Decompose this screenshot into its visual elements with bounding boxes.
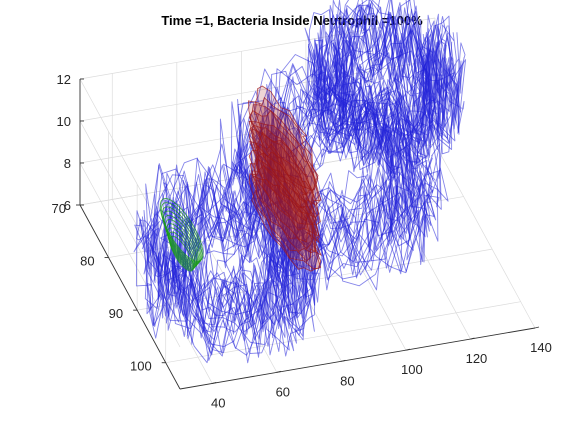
x-tick-label: 100 [401,362,423,377]
axes-ticks: 40 60 80 100 120 140 70 80 90 100 6 8 10 12 [52,72,552,410]
x-tick [405,348,411,351]
neutrophil-mesh-line [238,76,434,280]
nucleus-surface [159,197,204,263]
y-tick-label: 70 [52,201,66,216]
neutrophil-mesh-line [133,152,324,364]
y-axis-line [79,204,181,390]
x-tick [470,337,475,340]
nucleus-surface [161,206,202,265]
bacteria-surface [253,152,320,254]
neutrophil-mesh-line [164,186,295,342]
neutrophil-mesh-line [143,143,323,357]
z-tick-label: 6 [64,198,71,213]
axes-box [79,79,536,390]
x-tick-label: 40 [211,395,225,410]
x-tick-label: 120 [466,351,488,366]
y-tick-label: 90 [109,306,123,321]
x-tick-label: 60 [276,384,290,399]
x-tick [276,370,281,373]
bacteria-surface [251,175,322,272]
bacteria-surface [249,124,320,222]
z-tick-label: 10 [57,114,71,129]
neutrophil-mesh-line [307,0,462,173]
x-tick [212,382,217,384]
x-tick-label: 140 [530,340,552,355]
neutrophil-mesh-line [147,158,315,356]
neutrophil-mesh-line [157,189,310,351]
neutrophil-mesh-line [305,0,467,179]
neutrophil-mesh-line [315,15,458,160]
neutrophil-mesh-line [223,68,449,280]
x-tick-label: 80 [340,373,354,388]
z-tick-label: 8 [64,156,71,171]
z-tick-label: 12 [57,72,71,87]
plot-surface-area [133,0,467,364]
bacteria-surface [248,131,320,237]
y-tick-label: 100 [130,359,152,374]
x-axis-line [179,327,536,390]
bacteria-surface [254,85,316,192]
x-tick [534,326,540,329]
gridline-z-left [79,120,181,306]
bacteria-surface [249,109,320,209]
nucleus-surface [160,202,203,264]
gridline-x-floor [434,143,536,329]
x-tick [341,359,346,362]
y-tick-label: 80 [80,254,94,269]
gridline-z-left [79,162,181,348]
gridline-y-floor [165,301,521,364]
bacteria-surface [247,96,319,196]
nucleus-surface [162,210,201,266]
